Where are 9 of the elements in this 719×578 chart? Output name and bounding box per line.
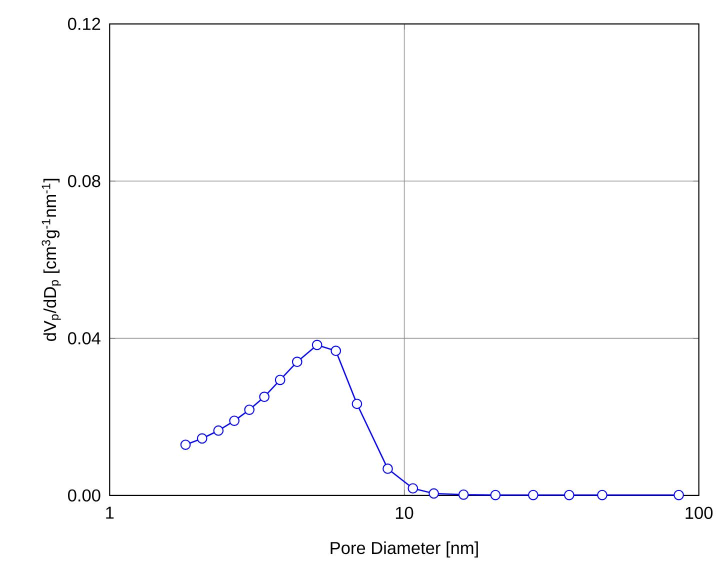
x-tick-label: 10 [396,506,414,519]
text: dV$_{p}$/dD$_{p}$ [cm$^{3}$g$^{-1}$nm$^{-1}$] [42,178,61,341]
x-axis-title: Pore Diameter [nm] [330,541,478,558]
y-tick-label: 0.08 [68,174,100,188]
x-tick-label: 100 [686,506,713,519]
y-tick-label: 0.00 [68,489,100,502]
x-tick-label: 1 [106,506,114,519]
y-tick-label: 0.12 [68,18,100,30]
y-tick-label: 0.04 [68,332,100,344]
